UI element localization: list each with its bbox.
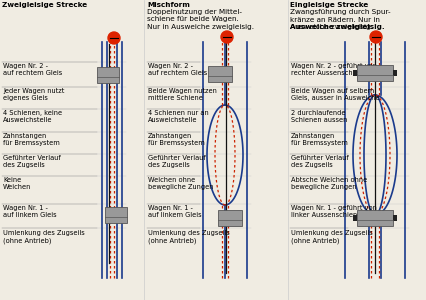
Text: Eingleisige Strecke: Eingleisige Strecke [290, 2, 368, 8]
Bar [353, 215, 357, 221]
Text: Zahnstangen
für Bremssystem: Zahnstangen für Bremssystem [291, 133, 348, 146]
Bar [393, 215, 397, 221]
Text: 2 durchlaufende
Schienen aussen: 2 durchlaufende Schienen aussen [291, 110, 347, 123]
Bar [357, 65, 393, 81]
Bar [208, 66, 232, 82]
Text: 4 Schienen, keine
Ausweichstelle: 4 Schienen, keine Ausweichstelle [3, 110, 62, 123]
Text: Geführter Verlauf
des Zugseils: Geführter Verlauf des Zugseils [3, 155, 61, 168]
Text: Abtsche Weichen ohne
bewegliche Zungen: Abtsche Weichen ohne bewegliche Zungen [291, 177, 367, 190]
Text: Umlenkung des Zugseils
(ohne Antrieb): Umlenkung des Zugseils (ohne Antrieb) [148, 230, 230, 244]
Text: Doppelnutzung der Mittel-
schiene für beide Wagen.
Nur in Ausweiche zweigleisig.: Doppelnutzung der Mittel- schiene für be… [147, 9, 254, 30]
Text: Wagen Nr. 1 -
auf linkem Gleis: Wagen Nr. 1 - auf linkem Gleis [3, 205, 57, 218]
Text: Wagen Nr. 1 - geführt von
linker Aussenschiene: Wagen Nr. 1 - geführt von linker Aussens… [291, 205, 377, 218]
Text: Beide Wagen auf selbem
Gleis, ausser in Ausweiche: Beide Wagen auf selbem Gleis, ausser in … [291, 88, 380, 101]
Text: Jeder Wagen nutzt
eigenes Gleis: Jeder Wagen nutzt eigenes Gleis [3, 88, 64, 101]
Text: Wagen Nr. 1 -
auf linkem Gleis: Wagen Nr. 1 - auf linkem Gleis [148, 205, 201, 218]
Text: Wagen Nr. 2 -
auf rechtem Gleis: Wagen Nr. 2 - auf rechtem Gleis [148, 63, 207, 76]
Text: Keine
Weichen: Keine Weichen [3, 177, 32, 190]
Circle shape [108, 32, 120, 44]
Bar [357, 210, 393, 226]
Text: Geführter Verlauf
des Zugseils: Geführter Verlauf des Zugseils [291, 155, 349, 168]
Text: Wagen Nr. 2 - geführt von
rechter Aussenschiene: Wagen Nr. 2 - geführt von rechter Aussen… [291, 63, 377, 76]
Bar [97, 67, 119, 83]
Text: Zwangsführung durch Spur-
kränze an Rädern. Nur in
Ausweiche zweigleisig.: Zwangsführung durch Spur- kränze an Räde… [290, 9, 391, 30]
Bar [218, 210, 242, 226]
Text: Ausweiche zweigleisig.: Ausweiche zweigleisig. [290, 24, 385, 30]
Text: Weichen ohne
bewegliche Zungen: Weichen ohne bewegliche Zungen [148, 177, 213, 190]
Text: 4 Schienen nur an
Ausweichstelle: 4 Schienen nur an Ausweichstelle [148, 110, 209, 123]
Text: Umlenkung des Zugseils
(ohne Antrieb): Umlenkung des Zugseils (ohne Antrieb) [3, 230, 85, 244]
Text: Wagen Nr. 2 -
auf rechtem Gleis: Wagen Nr. 2 - auf rechtem Gleis [3, 63, 62, 76]
Circle shape [370, 31, 382, 43]
Text: Umlenkung des Zugseils
(ohne Antrieb): Umlenkung des Zugseils (ohne Antrieb) [291, 230, 373, 244]
Text: Zahnstangen
für Bremssystem: Zahnstangen für Bremssystem [3, 133, 60, 146]
Bar [393, 70, 397, 76]
Text: Geführter Verlauf
des Zugseils: Geführter Verlauf des Zugseils [148, 155, 206, 168]
Bar [353, 70, 357, 76]
Text: Mischform: Mischform [147, 2, 190, 8]
Bar [105, 207, 127, 223]
Text: Beide Wagen nutzen
mittlere Schiene: Beide Wagen nutzen mittlere Schiene [148, 88, 217, 101]
Text: Zweigleisige Strecke: Zweigleisige Strecke [2, 2, 87, 8]
Circle shape [221, 31, 233, 43]
Text: Zahnstangen
für Bremssystem: Zahnstangen für Bremssystem [148, 133, 205, 146]
